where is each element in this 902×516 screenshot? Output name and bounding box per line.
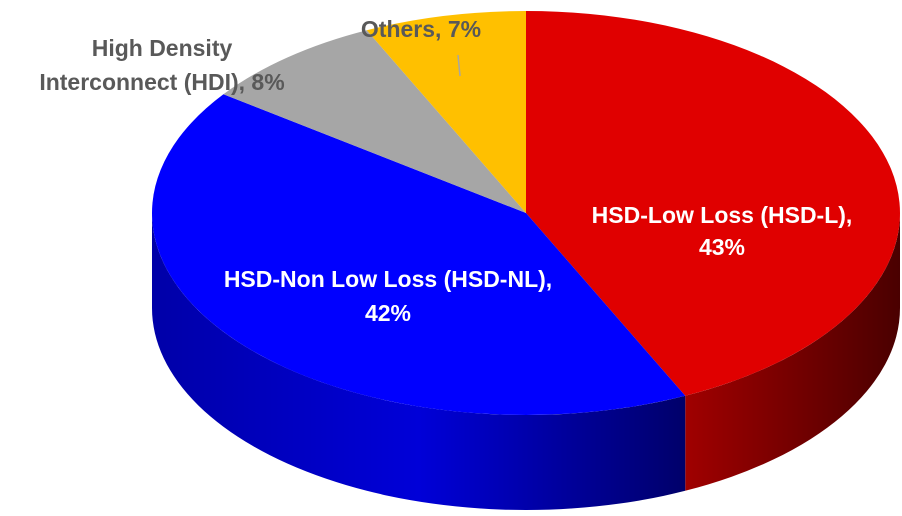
- pie-top-slices: [152, 10, 900, 415]
- slice-label-hdi-line2: Interconnect (HDI), 8%: [39, 69, 284, 95]
- pie-side-hsd-l: [685, 213, 900, 491]
- pie-side-walls: [152, 213, 900, 510]
- slice-label-others: Others, 7%: [361, 16, 481, 42]
- pie-slice-hdi: [223, 30, 526, 214]
- pie-labels: HSD-Low Loss (HSD-L), 43% HSD-Non Low Lo…: [39, 16, 852, 326]
- pie-side-hsd-nl: [152, 213, 686, 510]
- slice-label-hsd-l: HSD-Low Loss (HSD-L),: [592, 202, 853, 228]
- slice-label-hdi-line1: High Density: [92, 35, 233, 61]
- pie-slice-hsd-l: [526, 11, 900, 396]
- slice-label-hsd-nl: HSD-Non Low Loss (HSD-NL),: [224, 266, 552, 292]
- pie-slice-hsd-nl: [152, 94, 686, 415]
- slice-value-hsd-nl: 42%: [365, 300, 411, 326]
- leader-line-others: [457, 54, 461, 77]
- pie-slice-others: [366, 10, 526, 213]
- slice-value-hsd-l: 43%: [699, 234, 745, 260]
